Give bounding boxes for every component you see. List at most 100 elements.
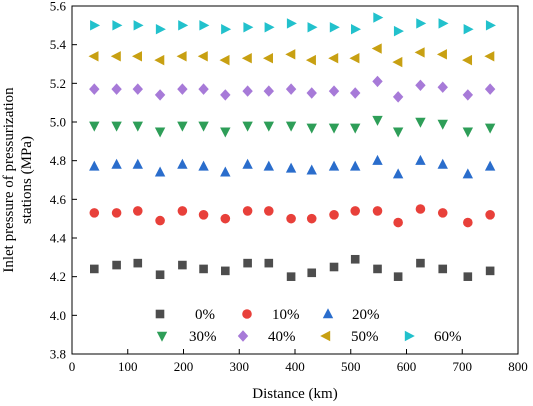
data-point xyxy=(132,121,143,132)
data-point xyxy=(306,123,317,134)
data-point xyxy=(438,264,448,274)
legend-marker xyxy=(242,309,252,319)
data-point xyxy=(88,51,99,62)
legend-marker xyxy=(320,330,331,342)
series-60pct xyxy=(90,12,496,37)
data-point xyxy=(264,258,274,268)
y-tick-label: 5.6 xyxy=(50,0,67,14)
series-50pct xyxy=(88,43,495,68)
data-point xyxy=(373,264,382,274)
series-40pct xyxy=(89,75,496,103)
data-point xyxy=(177,158,188,169)
data-point xyxy=(392,56,403,68)
data-point xyxy=(416,18,427,29)
y-tick-label: 4.4 xyxy=(50,231,67,246)
legend-label: 40% xyxy=(268,329,296,345)
data-point xyxy=(221,24,232,35)
legend-label: 50% xyxy=(351,329,379,345)
data-point xyxy=(485,266,495,276)
x-tick-label: 300 xyxy=(230,359,250,374)
data-point xyxy=(286,213,296,224)
data-point xyxy=(242,158,253,169)
legend-marker xyxy=(237,330,249,342)
data-point xyxy=(177,206,188,216)
data-point xyxy=(199,20,210,31)
data-point xyxy=(436,49,447,60)
legend-marker xyxy=(156,331,168,342)
data-point xyxy=(393,25,404,37)
data-point xyxy=(219,54,230,66)
data-point xyxy=(262,53,273,64)
data-point xyxy=(154,54,165,66)
data-point xyxy=(484,123,496,134)
data-point xyxy=(437,158,448,169)
data-point xyxy=(132,158,143,169)
data-point xyxy=(263,85,274,97)
data-point xyxy=(241,53,252,64)
y-tick-label: 4.0 xyxy=(50,308,66,323)
data-point xyxy=(372,206,383,216)
x-axis-title: Distance (km) xyxy=(252,386,337,402)
y-tick-label: 4.2 xyxy=(50,269,66,284)
legend-item: 20% xyxy=(322,307,380,323)
data-point xyxy=(177,83,188,95)
data-point xyxy=(350,160,361,171)
data-point xyxy=(199,264,208,274)
data-point xyxy=(154,89,166,101)
data-point xyxy=(306,213,317,224)
data-point xyxy=(437,119,448,130)
data-point xyxy=(349,53,360,64)
data-point xyxy=(263,121,274,132)
data-point xyxy=(437,208,448,218)
data-point xyxy=(220,127,231,138)
y-tick-label: 3.8 xyxy=(50,347,66,362)
y-tick-label: 5.0 xyxy=(50,115,66,130)
data-point xyxy=(89,160,100,171)
x-tick-label: 500 xyxy=(341,359,361,374)
x-tick-label: 700 xyxy=(453,359,473,374)
legend: 0% 10% 20% 30% 40% 50% 60% xyxy=(155,307,462,345)
data-point xyxy=(155,215,165,226)
data-point xyxy=(89,208,100,218)
data-point xyxy=(285,162,297,173)
y-tick-label: 4.6 xyxy=(50,192,67,207)
plot-area: 0 100 200 300 400 500 600 700 800 3.8 4.0 4.2 4.4 4.6… xyxy=(50,0,528,374)
data-point xyxy=(350,254,360,264)
legend-item: 10% xyxy=(242,307,300,323)
data-point xyxy=(415,79,426,91)
data-point xyxy=(463,24,474,35)
legend-label: 10% xyxy=(272,307,300,323)
data-point xyxy=(89,121,100,132)
data-point xyxy=(350,87,361,99)
data-point xyxy=(393,217,403,228)
data-point xyxy=(177,121,188,132)
data-point xyxy=(307,22,318,33)
data-point xyxy=(285,121,297,132)
legend-item: 60% xyxy=(404,329,462,345)
data-point xyxy=(306,164,317,175)
data-point xyxy=(415,154,426,165)
data-point xyxy=(329,22,340,33)
data-point xyxy=(462,127,474,138)
legend-item: 0% xyxy=(155,307,215,323)
series-0pct xyxy=(90,254,495,281)
data-point xyxy=(243,258,252,268)
data-point xyxy=(220,166,231,177)
data-point xyxy=(415,117,426,128)
legend-marker xyxy=(322,308,334,319)
data-point xyxy=(198,83,209,95)
data-point xyxy=(220,89,231,101)
data-point xyxy=(351,24,362,35)
data-point xyxy=(90,20,101,31)
data-point xyxy=(112,20,123,31)
series-30pct xyxy=(89,115,496,138)
y-tick-label: 4.8 xyxy=(50,153,66,168)
data-point xyxy=(242,85,253,97)
data-point xyxy=(155,270,165,280)
legend-marker xyxy=(155,309,165,319)
data-point xyxy=(110,51,121,62)
series-10pct xyxy=(89,204,495,228)
data-point xyxy=(133,20,144,31)
data-point xyxy=(132,206,143,216)
